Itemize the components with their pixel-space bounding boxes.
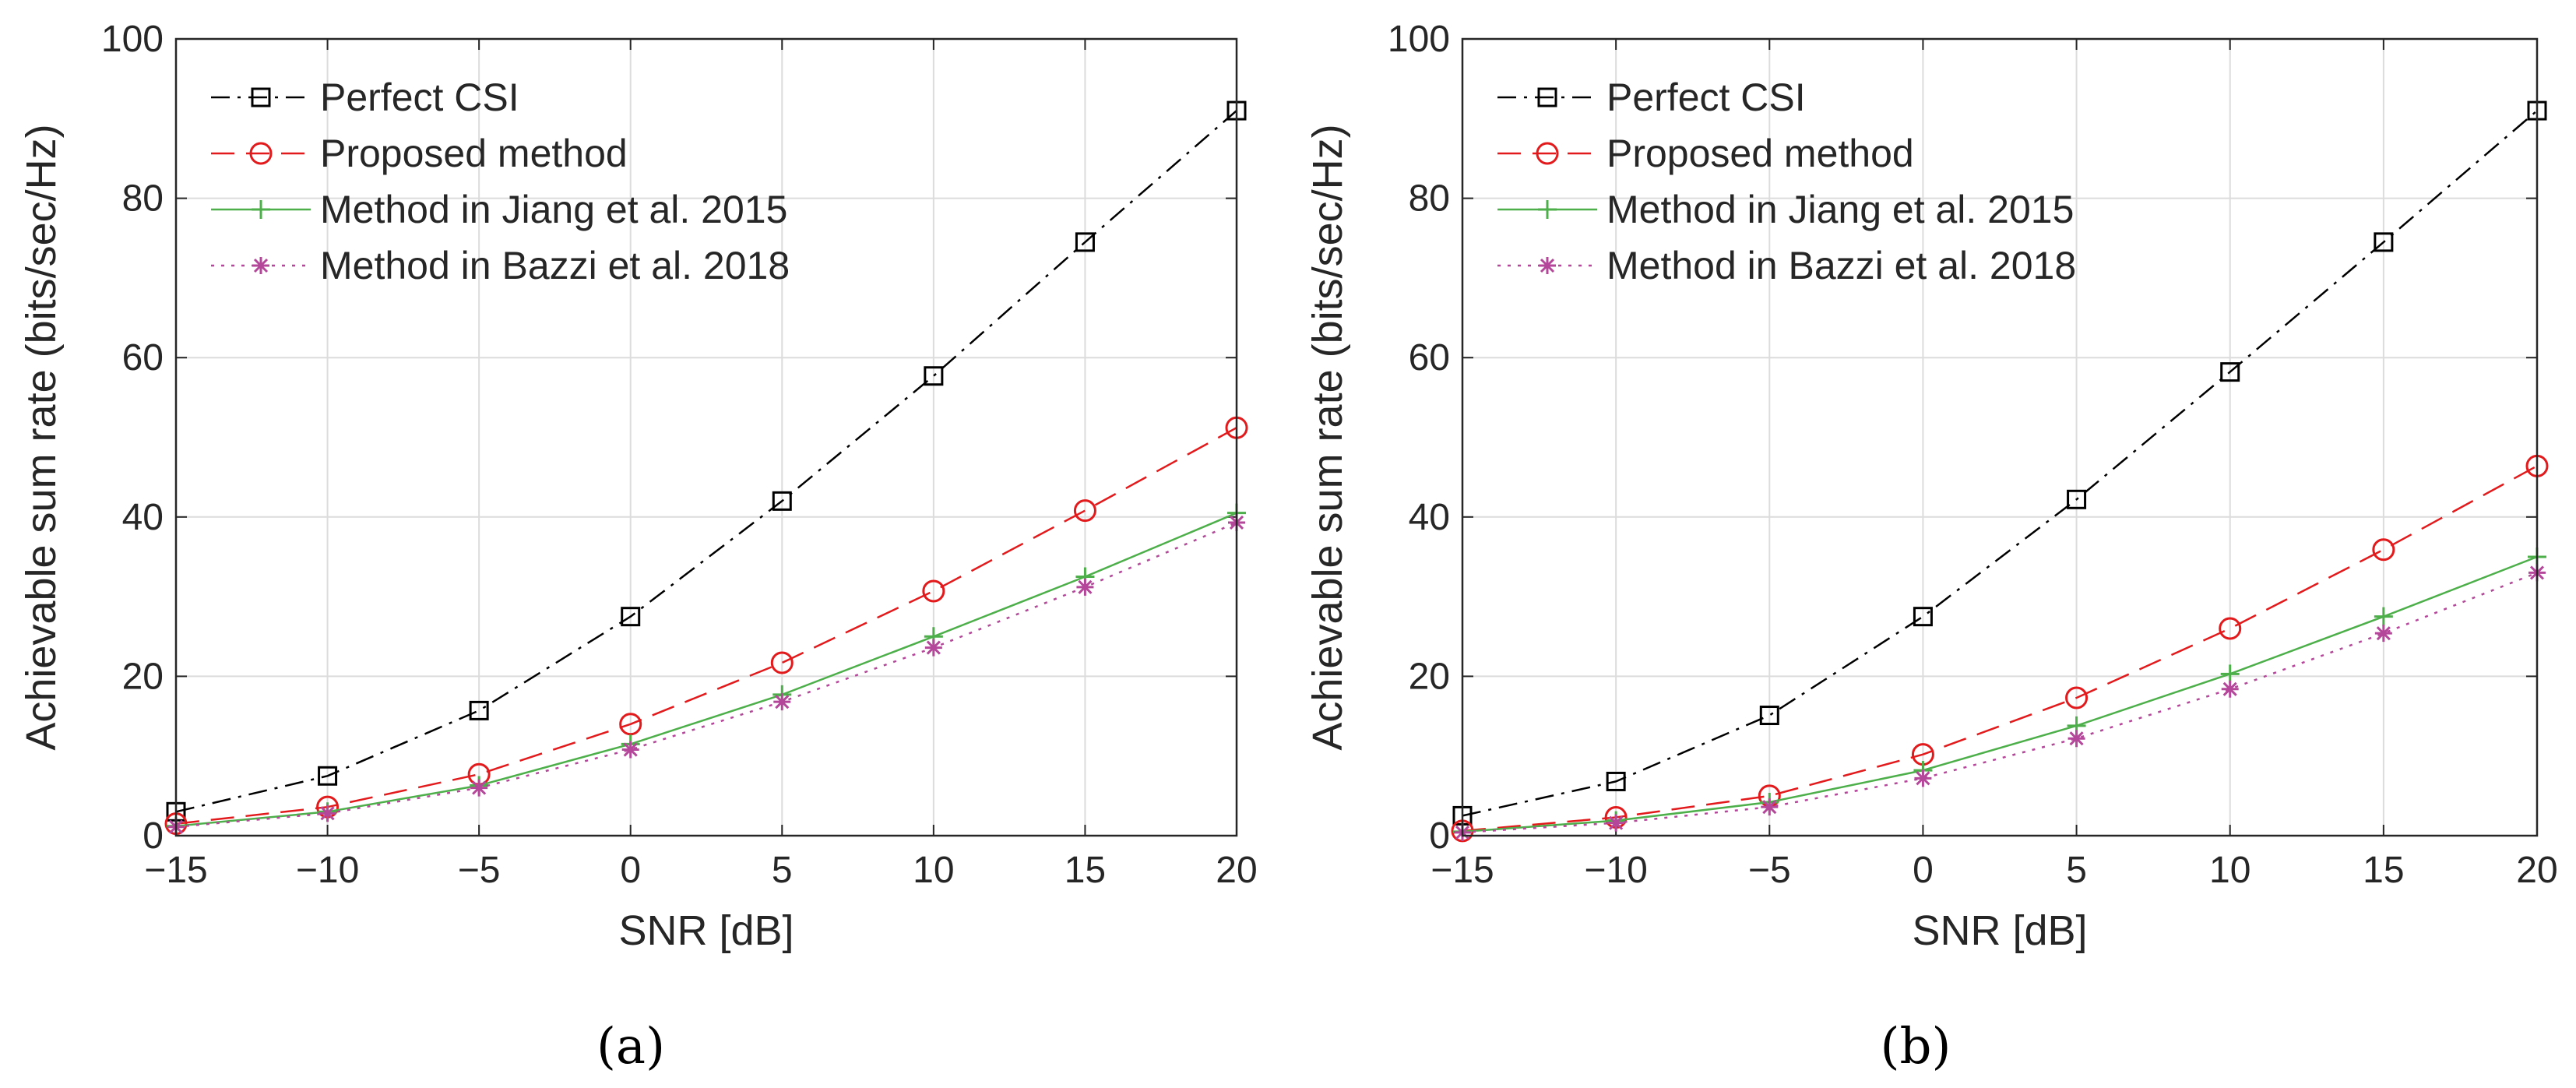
chart-1: −15 −10 −5 0 5 10 15 20 0 20 40 60 80 100 Perfect CSI P… (1304, 19, 2558, 1076)
data-point (619, 713, 642, 736)
x-axis-label: SNR [dB] (618, 907, 794, 954)
x-axis-label: SNR [dB] (1912, 907, 2087, 954)
x-tick-label: 10 (913, 850, 954, 891)
y-tick-label: 100 (1388, 19, 1450, 60)
data-point (470, 779, 488, 797)
data-point (1606, 771, 1626, 791)
data-point (621, 741, 639, 759)
legend-marker (252, 200, 270, 219)
x-tick-label: −15 (1431, 850, 1494, 891)
data-point (924, 366, 944, 386)
legend-marker (252, 257, 269, 274)
y-tick-label: 40 (122, 497, 164, 538)
y-tick-label: 20 (122, 656, 164, 697)
y-tick-label: 0 (143, 815, 164, 857)
legend-marker (249, 142, 273, 165)
legend-label: Perfect CSI (320, 76, 519, 119)
legend-label: Method in Jiang et al. 2015 (1606, 188, 2074, 231)
y-axis-label: Achievable sum rate (bits/sec/Hz) (1304, 124, 1351, 750)
legend-label: Method in Bazzi et al. 2018 (320, 244, 790, 287)
data-point (2372, 538, 2395, 562)
data-point (621, 607, 641, 627)
x-tick-label: 10 (2209, 850, 2250, 891)
data-point (1761, 798, 1779, 816)
series-line (175, 512, 1237, 827)
data-point (1913, 607, 1933, 627)
x-tick-label: 20 (1216, 850, 1257, 891)
series-line (1462, 110, 2538, 817)
data-point (2221, 680, 2239, 698)
x-tick-label: −10 (296, 850, 359, 891)
y-tick-label: 100 (101, 19, 164, 60)
data-point (924, 639, 942, 657)
legend-label: Perfect CSI (1606, 76, 1806, 119)
y-tick-label: 0 (1429, 815, 1450, 857)
data-point (2219, 617, 2242, 640)
y-tick-label: 60 (122, 337, 164, 379)
data-point (2374, 625, 2392, 643)
legend-marker (1538, 200, 1557, 219)
data-point (318, 805, 336, 822)
x-tick-label: −5 (458, 850, 501, 891)
series-line (175, 427, 1237, 825)
data-point (922, 579, 945, 603)
figure-caption: (b) (1881, 1018, 1951, 1076)
data-point (2067, 730, 2085, 748)
x-tick-label: 15 (2363, 850, 2404, 891)
legend-label: Method in Bazzi et al. 2018 (1606, 244, 2076, 287)
x-tick-label: −5 (1748, 850, 1791, 891)
legend-marker (1536, 142, 1559, 165)
plot-area (176, 39, 1237, 836)
x-tick-label: 15 (1065, 850, 1106, 891)
plot-area (1462, 39, 2537, 836)
legend-marker (251, 87, 271, 107)
legend-label: Proposed method (1606, 132, 1914, 175)
x-tick-label: −10 (1584, 850, 1647, 891)
legend-marker (1539, 257, 1556, 274)
y-tick-label: 80 (122, 178, 164, 220)
x-tick-label: 5 (2066, 850, 2087, 891)
data-point (2065, 686, 2089, 709)
data-point (2220, 664, 2240, 684)
series-line (175, 110, 1237, 813)
x-tick-label: 0 (620, 850, 641, 891)
axes-box (1461, 37, 2539, 837)
x-tick-label: 20 (2516, 850, 2557, 891)
x-tick-label: 5 (772, 850, 793, 891)
chart-0: −15 −10 −5 0 5 10 15 20 0 20 40 60 80 100 Perfect CSI P… (18, 19, 1258, 1076)
data-point (2374, 232, 2394, 252)
data-point (2067, 489, 2087, 509)
data-point (1076, 578, 1094, 596)
legend-label: Proposed method (320, 132, 628, 175)
data-point (773, 693, 791, 711)
data-point (770, 651, 794, 674)
figure-caption: (a) (596, 1018, 665, 1076)
y-tick-label: 80 (1409, 178, 1450, 220)
x-tick-label: 0 (1913, 850, 1934, 891)
x-tick-label: −15 (144, 850, 207, 891)
axes-box (174, 37, 1238, 837)
data-point (1075, 232, 1095, 252)
series-1 (164, 416, 1248, 836)
data-point (469, 700, 489, 720)
y-tick-label: 60 (1409, 337, 1450, 379)
series-line (1462, 465, 2538, 833)
data-point (2220, 362, 2240, 382)
y-tick-label: 40 (1409, 497, 1450, 538)
y-tick-label: 20 (1409, 656, 1450, 697)
data-point (1073, 499, 1096, 523)
series-line (1462, 555, 2538, 833)
data-point (318, 766, 338, 786)
data-point (772, 491, 792, 511)
y-axis-label: Achievable sum rate (bits/sec/Hz) (18, 124, 65, 750)
data-point (1759, 706, 1779, 726)
data-point (1914, 769, 1932, 787)
legend-label: Method in Jiang et al. 2015 (320, 188, 787, 231)
data-point (1607, 814, 1625, 832)
data-point (2374, 607, 2393, 626)
legend-marker (1537, 87, 1557, 107)
